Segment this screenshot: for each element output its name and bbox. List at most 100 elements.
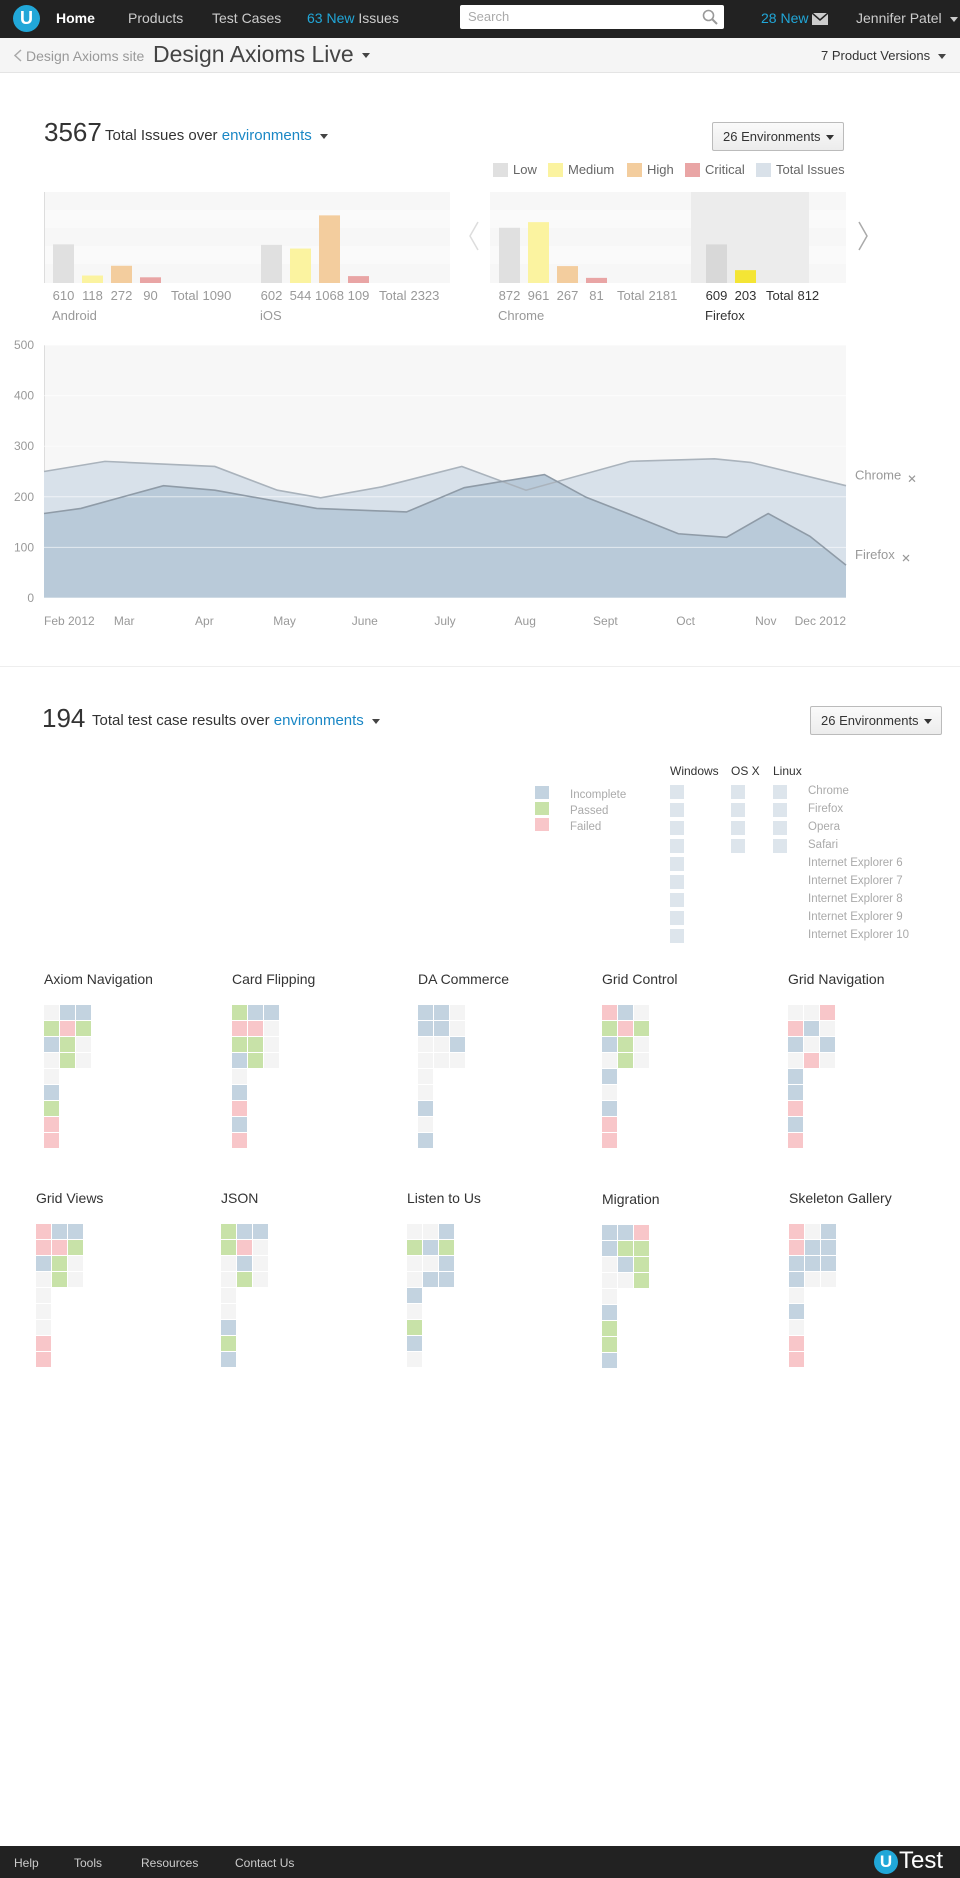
result-cell xyxy=(36,1336,51,1351)
bar xyxy=(290,248,311,283)
footer-link[interactable]: Contact Us xyxy=(235,1856,295,1870)
result-cell xyxy=(634,1225,649,1240)
result-cell xyxy=(36,1288,51,1303)
result-cell xyxy=(221,1256,236,1271)
result-cell xyxy=(253,1256,268,1271)
env-cell xyxy=(670,875,684,889)
nav-item[interactable]: Test Cases xyxy=(212,10,282,26)
result-cell xyxy=(407,1304,422,1319)
x-tick-label: Oct xyxy=(676,614,695,628)
result-cell xyxy=(618,1021,633,1036)
x-tick-label: May xyxy=(273,614,296,628)
os-header: Windows xyxy=(670,764,719,778)
footer-link[interactable]: Help xyxy=(14,1856,39,1870)
result-cell xyxy=(618,1037,633,1052)
search-box[interactable]: Search xyxy=(460,5,724,29)
nav-issues[interactable]: 63 New Issues xyxy=(307,10,399,26)
footer-link[interactable]: Resources xyxy=(141,1856,199,1870)
x-tick-label: July xyxy=(434,614,455,628)
result-cell xyxy=(602,1321,617,1336)
result-cell xyxy=(618,1225,633,1240)
bar-value: 872 xyxy=(499,288,521,303)
prev-arrow[interactable] xyxy=(469,221,479,251)
result-cell xyxy=(820,1053,835,1068)
result-cell xyxy=(237,1224,252,1239)
result-cell xyxy=(418,1037,433,1052)
project-title[interactable]: Design Axioms Live xyxy=(153,41,370,68)
result-cell xyxy=(788,1133,803,1148)
result-cell xyxy=(602,1273,617,1288)
result-cell xyxy=(602,1225,617,1240)
result-cell xyxy=(805,1224,820,1239)
result-cell xyxy=(602,1037,617,1052)
logo[interactable]: U xyxy=(13,5,40,32)
legend-label: High xyxy=(647,162,674,177)
search-placeholder: Search xyxy=(468,9,510,24)
issues-count: 63 New xyxy=(307,10,355,26)
result-cell xyxy=(264,1005,279,1020)
bar xyxy=(111,265,132,283)
result-cell xyxy=(407,1256,422,1271)
environments-link[interactable]: environments xyxy=(221,127,312,144)
footer-link[interactable]: Tools xyxy=(74,1856,103,1870)
result-cell xyxy=(253,1224,268,1239)
result-cell xyxy=(789,1272,804,1287)
next-arrow[interactable] xyxy=(858,221,868,251)
result-cell xyxy=(232,1085,247,1100)
bar-value: 1068 xyxy=(315,288,344,303)
total-value: 1090 xyxy=(202,288,231,303)
nav-item[interactable]: Home xyxy=(56,10,95,26)
bar-value: 602 xyxy=(261,288,283,303)
env-cell xyxy=(773,839,787,853)
nav-item[interactable]: Products xyxy=(128,10,184,26)
series-line xyxy=(43,458,847,499)
user-menu[interactable]: Jennifer Patel xyxy=(856,10,958,26)
result-cell xyxy=(44,1085,59,1100)
result-cell xyxy=(434,1005,449,1020)
environments-link[interactable]: environments xyxy=(273,712,364,729)
result-cell xyxy=(423,1256,438,1271)
result-cell xyxy=(232,1069,247,1084)
result-cell xyxy=(423,1224,438,1239)
result-cell xyxy=(253,1240,268,1255)
result-cell xyxy=(439,1224,454,1239)
result-cell xyxy=(439,1256,454,1271)
result-cell xyxy=(618,1053,633,1068)
result-cell xyxy=(60,1037,75,1052)
total-value: 2181 xyxy=(648,288,677,303)
result-cell xyxy=(618,1241,633,1256)
bar-value: 109 xyxy=(348,288,370,303)
result-cell xyxy=(407,1224,422,1239)
footer: Help Tools Resources Contact Us U Test xyxy=(0,1846,960,1878)
result-cell xyxy=(407,1320,422,1335)
back-link[interactable]: Design Axioms site xyxy=(26,48,145,64)
result-cell xyxy=(76,1021,91,1036)
result-cell xyxy=(221,1352,236,1367)
result-cell xyxy=(237,1240,252,1255)
result-cell xyxy=(789,1352,804,1367)
env-cell xyxy=(773,803,787,817)
bar xyxy=(261,244,282,283)
environments-dropdown[interactable]: 26 Environments xyxy=(810,706,942,735)
result-cell xyxy=(788,1069,803,1084)
caret xyxy=(361,53,370,62)
project-name: Grid Control xyxy=(602,971,677,987)
x-tick-label: Nov xyxy=(755,614,776,628)
messages-count[interactable]: 28 New xyxy=(761,10,809,26)
environments-dropdown[interactable]: 26 Environments xyxy=(712,122,844,151)
result-cell xyxy=(789,1224,804,1239)
project-name: Card Flipping xyxy=(232,971,315,987)
result-cell xyxy=(602,1053,617,1068)
result-cell xyxy=(237,1256,252,1271)
bar xyxy=(140,277,161,283)
total-label: Total xyxy=(379,288,407,303)
versions-menu[interactable]: 7 Product Versions xyxy=(821,48,947,63)
result-cell xyxy=(76,1053,91,1068)
result-cell xyxy=(788,1005,803,1020)
result-cell xyxy=(789,1256,804,1271)
bar xyxy=(348,276,369,283)
result-cell xyxy=(788,1085,803,1100)
bar-value: 118 xyxy=(82,288,103,303)
result-cell xyxy=(36,1224,51,1239)
result-cell xyxy=(788,1037,803,1052)
